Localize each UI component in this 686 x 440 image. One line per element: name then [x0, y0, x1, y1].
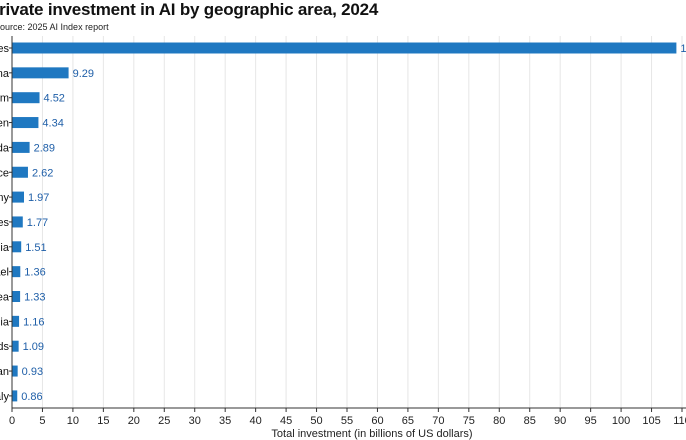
value-label: 1.97 — [28, 192, 49, 204]
category-label: United States — [0, 43, 9, 55]
category-label: South Korea — [0, 292, 10, 304]
x-tick-label: 10 — [67, 415, 79, 427]
chart-title: Private investment in AI by geographic a… — [0, 0, 379, 19]
category-label: Italy — [0, 391, 9, 403]
category-label: Germany — [0, 192, 9, 204]
bar-4 — [12, 141, 30, 153]
value-label: 1.33 — [24, 292, 45, 304]
x-tick-label: 35 — [219, 415, 231, 427]
value-label: 9.29 — [73, 68, 94, 80]
category-label: Israel — [0, 267, 9, 279]
value-label: 109.08 — [680, 43, 686, 55]
category-label: Indonesia — [0, 316, 10, 328]
x-tick-label: 100 — [612, 415, 630, 427]
bar-9 — [12, 266, 21, 278]
x-tick-label: 95 — [585, 415, 597, 427]
category-label: United Arab Emirates — [0, 217, 9, 229]
category-label: Canada — [0, 142, 10, 154]
category-label: Netherlands — [0, 341, 9, 353]
x-tick-label: 90 — [554, 415, 566, 427]
x-tick-label: 55 — [341, 415, 353, 427]
bar-14 — [12, 390, 18, 402]
value-label: 0.86 — [21, 391, 42, 403]
value-label: 0.93 — [22, 366, 43, 378]
bar-2 — [12, 92, 40, 104]
x-tick-label: 40 — [250, 415, 262, 427]
x-tick-label: 65 — [402, 415, 414, 427]
value-label: 1.51 — [25, 242, 46, 254]
x-tick-label: 80 — [493, 415, 505, 427]
bar-13 — [12, 365, 18, 377]
category-label: India — [0, 242, 10, 254]
x-tick-label: 110 — [673, 415, 686, 427]
x-axis-title: Total investment (in billions of US doll… — [271, 428, 472, 440]
chart-source: Source: 2025 AI Index report — [0, 22, 109, 32]
value-label: 2.62 — [32, 167, 53, 179]
x-tick-label: 85 — [524, 415, 536, 427]
bar-3 — [12, 117, 39, 129]
x-tick-label: 0 — [9, 415, 15, 427]
x-tick-label: 75 — [463, 415, 475, 427]
x-tick-label: 20 — [128, 415, 140, 427]
x-tick-label: 70 — [432, 415, 444, 427]
value-label: 1.36 — [24, 267, 45, 279]
value-label: 1.16 — [23, 316, 44, 328]
bar-10 — [12, 291, 21, 302]
category-label: China — [0, 68, 10, 80]
x-tick-label: 60 — [371, 415, 383, 427]
value-label: 4.52 — [44, 93, 65, 105]
bar-7 — [12, 216, 23, 228]
x-tick-label: 15 — [97, 415, 109, 427]
bar-1 — [12, 67, 69, 79]
category-label: Japan — [0, 366, 9, 378]
bar-0 — [12, 42, 677, 54]
category-label: United Kingdom — [0, 93, 9, 105]
value-label: 2.89 — [34, 142, 55, 154]
x-tick-label: 45 — [280, 415, 292, 427]
category-label: France — [0, 167, 9, 179]
value-label: 4.34 — [42, 118, 63, 130]
bar-11 — [12, 315, 20, 327]
bar-5 — [12, 166, 28, 178]
bar-8 — [12, 241, 22, 253]
value-label: 1.77 — [27, 217, 48, 229]
category-label: Sweden — [0, 118, 9, 130]
bar-6 — [12, 191, 24, 203]
bar-12 — [12, 340, 19, 352]
x-tick-label: 50 — [310, 415, 322, 427]
x-tick-label: 30 — [189, 415, 201, 427]
x-tick-label: 25 — [158, 415, 170, 427]
x-tick-label: 105 — [642, 415, 660, 427]
value-label: 1.09 — [23, 341, 44, 353]
x-tick-label: 5 — [39, 415, 45, 427]
